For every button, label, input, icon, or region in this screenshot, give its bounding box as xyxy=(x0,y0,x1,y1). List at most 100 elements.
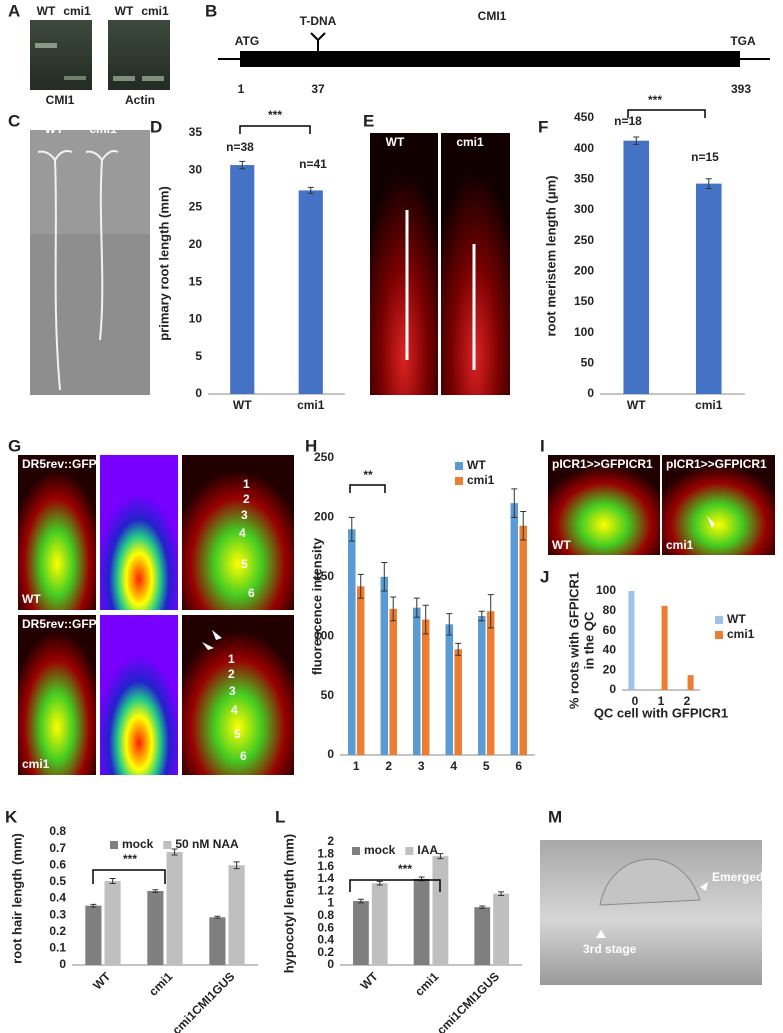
error-bar xyxy=(498,891,505,897)
x-tick-label: 6 xyxy=(515,759,522,773)
legend-swatch xyxy=(455,477,463,485)
legend-label: cmi1 xyxy=(727,627,755,641)
legend-label: mock xyxy=(122,837,154,851)
image-label: cmi1 xyxy=(89,122,117,136)
panel-label: I xyxy=(540,436,545,455)
error-bar xyxy=(437,853,444,860)
y-tick-label: 20 xyxy=(189,237,203,251)
y-tick-label: 40 xyxy=(603,643,617,657)
y-tick-label: 0 xyxy=(587,386,594,400)
bar xyxy=(432,856,449,965)
y-tick-label: 100 xyxy=(596,583,616,597)
y-tick-label: 0.5 xyxy=(49,874,66,888)
legend-label: WT xyxy=(467,458,486,472)
bar xyxy=(687,675,694,690)
y-tick-label: 0.4 xyxy=(49,891,66,905)
significance-bracket xyxy=(627,109,706,118)
genotype-label: cmi1 xyxy=(666,538,694,552)
y-tick-label: 0.4 xyxy=(317,933,334,947)
bar xyxy=(421,619,430,755)
error-bar xyxy=(90,903,97,908)
coding-region xyxy=(240,51,740,67)
bar xyxy=(104,881,121,965)
bar xyxy=(661,605,668,690)
bar xyxy=(356,586,365,755)
annotation: *** xyxy=(123,852,137,866)
panel-label: H xyxy=(305,436,317,455)
genotype-label: WT xyxy=(552,538,571,552)
y-tick-label: 1 xyxy=(327,896,334,910)
cell-number: 3 xyxy=(241,508,248,522)
bar xyxy=(445,624,454,755)
y-tick-label: 150 xyxy=(574,294,594,308)
y-tick-label: 10 xyxy=(189,312,203,326)
dr5-zoom xyxy=(182,615,294,775)
arrowhead xyxy=(707,516,715,528)
error-bar xyxy=(479,905,486,909)
lateral-root xyxy=(599,858,701,906)
y-tick-label: 0.6 xyxy=(317,920,334,934)
annotation: *** xyxy=(398,862,412,876)
y-tick-label: 0.8 xyxy=(49,824,66,838)
image-label: Emerged LR xyxy=(712,870,783,884)
y-axis-label: primary root length (mm) xyxy=(156,186,171,341)
y-axis-label: % roots with GFPICR1 xyxy=(566,572,581,709)
y-tick-label: 0.1 xyxy=(49,941,66,955)
position-label: 393 xyxy=(731,82,751,96)
x-tick-label: WT xyxy=(233,398,252,412)
error-bar xyxy=(357,898,364,904)
cell-number: 4 xyxy=(231,703,238,717)
y-tick-label: 250 xyxy=(314,450,334,464)
reporter-label: pICR1>>GFPICR1 xyxy=(552,457,653,471)
legend-swatch xyxy=(715,631,723,639)
gene-title: CMI1 xyxy=(478,9,507,23)
error-bar xyxy=(478,610,485,622)
annotation: *** xyxy=(648,93,662,107)
panel-label: G xyxy=(8,436,21,455)
bar xyxy=(695,183,722,394)
legend-label: cmi1 xyxy=(467,473,495,487)
x-tick-label: WT xyxy=(90,969,114,993)
position-label: 37 xyxy=(311,82,325,96)
panel-label: L xyxy=(275,807,285,826)
error-bar xyxy=(511,488,518,518)
panel-label: F xyxy=(538,117,548,136)
cell-number: 5 xyxy=(241,557,248,571)
lane-label: cmi1 xyxy=(63,4,91,18)
gel-band xyxy=(142,76,164,81)
error-bar xyxy=(381,562,388,592)
gene-label: CMI1 xyxy=(46,93,75,107)
image-label: cmi1 xyxy=(456,135,484,149)
significance-bracket xyxy=(349,879,441,892)
bar xyxy=(380,576,389,755)
dr5-zoom xyxy=(182,455,294,610)
panel-label: B xyxy=(205,1,217,20)
annotation: n=15 xyxy=(691,150,719,164)
y-tick-label: 250 xyxy=(574,233,594,247)
bar xyxy=(85,905,102,965)
error-bar xyxy=(413,597,420,618)
error-bar xyxy=(376,880,383,886)
y-axis-label: in the QC xyxy=(581,611,596,669)
cell-number: 3 xyxy=(229,684,236,698)
bar xyxy=(454,649,462,755)
y-tick-label: 1.4 xyxy=(317,871,334,885)
x-tick-label: cmi1 xyxy=(146,969,175,998)
y-tick-label: 0.7 xyxy=(49,841,66,855)
y-tick-label: 1.6 xyxy=(317,859,334,873)
tdna-insert xyxy=(310,32,326,51)
y-tick-label: 60 xyxy=(603,623,617,637)
bar xyxy=(486,611,495,755)
bar xyxy=(474,907,491,965)
image-label: 3rd stage xyxy=(583,942,637,956)
reporter-label: pICR1>>GFPICR1 xyxy=(666,457,767,471)
cell-number: 1 xyxy=(243,477,250,491)
y-tick-label: 150 xyxy=(314,569,334,583)
gel-band xyxy=(35,43,57,48)
lane-label: WT xyxy=(37,4,56,18)
bar xyxy=(623,140,650,394)
x-tick-label: cmi1 xyxy=(695,398,723,412)
bar xyxy=(166,851,183,965)
reporter-label: DR5rev::GFP xyxy=(22,617,97,631)
legend-swatch xyxy=(352,847,360,855)
